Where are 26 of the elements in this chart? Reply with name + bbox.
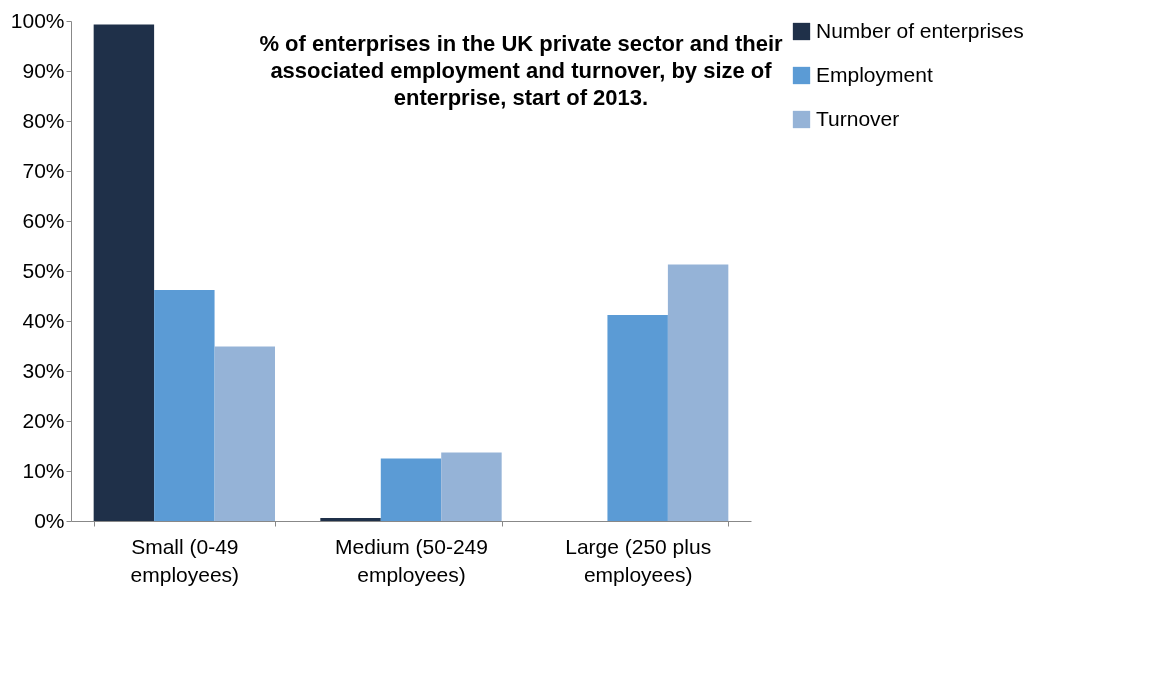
bar — [380, 458, 442, 521]
legend-label: Turnover — [816, 106, 900, 130]
y-tick-label: 0% — [34, 508, 65, 532]
y-tick-label: 90% — [22, 58, 65, 82]
bar — [154, 290, 215, 521]
y-tick-label: 60% — [22, 208, 65, 232]
legend-label: Employment — [816, 62, 933, 86]
legend-label: Number of enterprises — [816, 18, 1024, 42]
x-tick-label: Medium (50-249 employees) — [335, 534, 488, 586]
bar — [320, 518, 381, 521]
bar — [441, 452, 502, 521]
y-tick-label: 40% — [22, 308, 65, 332]
y-tick-label: 80% — [22, 108, 65, 132]
y-tick-label: 20% — [22, 408, 65, 432]
x-tick-label: Large (250 plus employees) — [565, 534, 712, 586]
bar — [667, 264, 729, 521]
y-tick-label: 50% — [22, 258, 65, 282]
y-tick-label: 30% — [22, 358, 65, 382]
x-tick-label: Small (0-49 employees) — [130, 534, 240, 586]
y-tick-label: 100% — [10, 8, 65, 32]
text: % of enterprises in the UK private sector and their associated employment and turnover, by size of enterprise, start of 2013. — [259, 31, 784, 110]
bar — [93, 24, 155, 521]
bar — [214, 346, 275, 521]
bar — [607, 315, 668, 521]
y-tick-label: 10% — [22, 458, 65, 482]
y-tick-label: 70% — [22, 158, 65, 182]
